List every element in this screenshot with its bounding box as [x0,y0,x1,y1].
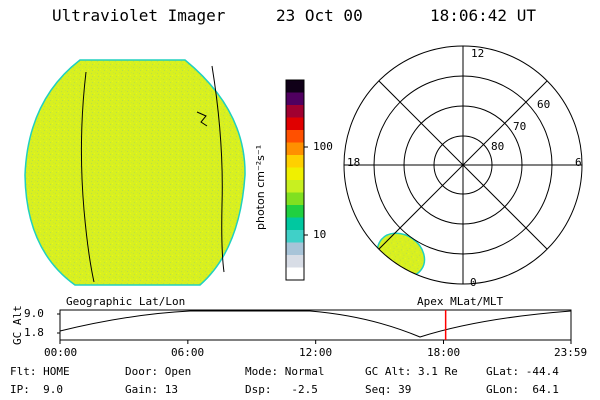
polar-diagonal-2 [378,80,548,250]
lat-label-80: 80 [491,140,505,153]
color-scale-bar [285,79,305,281]
lat-label-70: 70 [513,120,527,133]
x-label-2359: 23:59 [554,346,588,359]
meridian-line-west [80,71,95,283]
status-gain: Gain: 13 [125,383,178,396]
colorbar-segment [286,130,304,143]
auroral-image [24,59,246,286]
timeline-frame [59,309,572,341]
y-label-9: 9.0 [24,307,44,320]
mlt-label-0: 0 [470,276,477,289]
polar-auroral-oval [376,232,426,278]
status-mode: Mode: Normal [245,365,325,378]
colorbar-label-100: 100 [313,140,333,153]
colorbar-segment [286,167,304,181]
colorbar-segment [286,142,304,156]
status-dsp: Dsp: -2.5 [245,383,318,396]
timeline-right-label: Apex MLat/MLT [417,295,504,308]
lat-label-60: 60 [537,98,551,111]
colorbar-segment [286,155,304,168]
mlt-label-12: 12 [471,47,485,60]
colorbar-frame [285,79,305,281]
timeline-left-label: Geographic Lat/Lon [66,295,186,308]
x-label-1800: 18:00 [427,346,461,359]
colorbar-segment [286,255,304,268]
status-glon: GLon: 64.1 [486,383,559,396]
status-ip: IP: 9.0 [10,383,63,396]
colorbar-segment [286,92,304,106]
mlt-label-18: 18 [347,156,361,169]
altitude-timeline [57,309,572,344]
colorbar-segment [286,180,304,193]
timeline-axis-title: GC Alt [11,305,24,345]
status-glat: GLat: -44.4 [486,365,559,378]
colorbar-segment [286,80,304,93]
coastline-fragment [196,111,208,127]
y-label-1-8: 1.8 [24,326,44,339]
status-door: Door: Open [125,365,192,378]
colorbar-unit-label: photon cm⁻²s⁻¹ [254,144,267,230]
colorbar-segment [286,105,304,118]
status-flt: Flt: HOME [10,365,70,378]
observation-time: 18:06:42 UT [430,6,536,25]
mlt-label-6: 6 [575,156,582,169]
geographic-disk [24,59,246,286]
status-seq: Seq: 39 [365,383,412,396]
colorbar-segment [286,192,304,206]
colorbar-segment [286,230,304,243]
status-gc-alt: GC Alt: 3.1 Re [365,365,458,378]
x-label-1200: 12:00 [299,346,333,359]
instrument-title: Ultraviolet Imager [52,6,226,25]
colorbar-segment [286,117,304,131]
colorbar-segment [286,217,304,231]
meridian-line-east [211,65,225,273]
polar-plot [343,45,583,285]
colorbar-segment [286,205,304,218]
x-label-0000: 00:00 [44,346,78,359]
x-label-0600: 06:00 [171,346,205,359]
colorbar-segment [286,267,304,281]
observation-date: 23 Oct 00 [276,6,363,25]
colorbar-segment [286,242,304,256]
altitude-curve [59,310,572,338]
x-axis-ticks [59,340,572,344]
colorbar-label-10: 10 [313,228,327,241]
